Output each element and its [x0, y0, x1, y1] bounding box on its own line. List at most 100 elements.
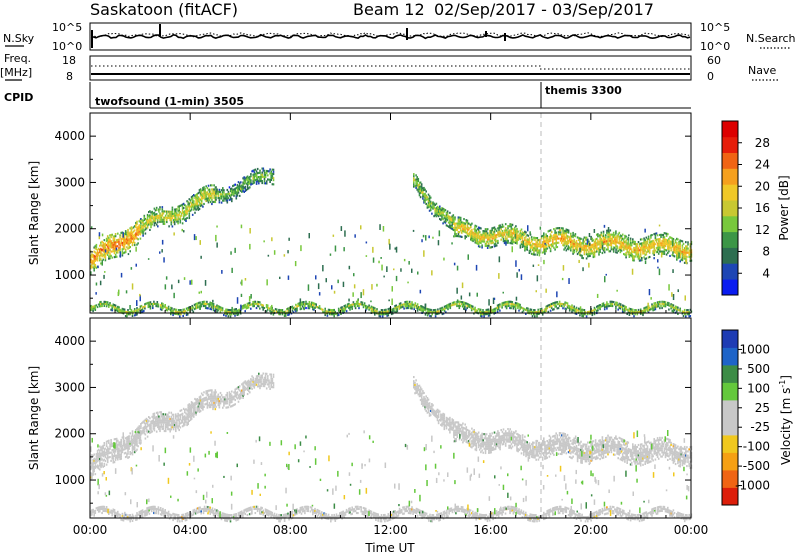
heatmap-cell — [502, 240, 505, 243]
heatmap-cell — [527, 238, 530, 241]
heatmap-cell — [552, 302, 554, 305]
heatmap-cell — [149, 301, 152, 304]
heatmap-cell — [602, 241, 605, 244]
heatmap-cell — [143, 430, 146, 433]
heatmap-cell — [250, 183, 252, 186]
heatmap-cell — [283, 314, 286, 317]
heatmap-cell — [534, 247, 536, 250]
heatmap-cell — [381, 309, 384, 312]
heatmap-cell — [654, 232, 657, 235]
heatmap-cell — [254, 302, 257, 305]
heatmap-cell — [477, 230, 480, 233]
heatmap-cell — [623, 244, 625, 247]
heatmap-cell — [603, 308, 606, 311]
heatmap-cell — [583, 253, 586, 256]
heatmap-cell — [158, 428, 160, 431]
heatmap-cell — [652, 250, 654, 253]
heatmap-cell — [637, 253, 640, 256]
heatmap-cell — [157, 413, 159, 416]
heatmap-cell — [609, 250, 612, 253]
heatmap-cell — [535, 247, 537, 250]
heatmap-cell — [544, 252, 546, 255]
heatmap-cell — [456, 302, 458, 305]
heatmap-cell — [330, 309, 332, 312]
heatmap-cell — [152, 307, 154, 310]
heatmap-cell — [283, 254, 286, 257]
heatmap-cell — [145, 430, 148, 433]
heatmap-cell — [169, 217, 171, 220]
heatmap-cell — [445, 305, 447, 308]
heatmap-cell — [572, 236, 574, 239]
heatmap-cell — [290, 306, 293, 309]
power-heatmap — [90, 167, 693, 318]
heatmap-cell — [210, 304, 213, 307]
heatmap-cell — [511, 242, 514, 245]
heatmap-cell — [386, 310, 388, 313]
heatmap-cell — [687, 313, 689, 316]
heatmap-cell — [113, 247, 116, 250]
heatmap-cell — [499, 305, 501, 308]
heatmap-cell — [200, 403, 203, 406]
heatmap-cell — [115, 456, 118, 459]
heatmap-cell — [463, 303, 465, 306]
heatmap-cell — [579, 254, 581, 257]
heatmap-cell — [606, 303, 608, 306]
heatmap-cell — [271, 237, 273, 242]
heatmap-cell — [663, 238, 666, 241]
heatmap-cell — [471, 237, 473, 240]
heatmap-cell — [196, 398, 198, 401]
heatmap-cell — [520, 234, 523, 237]
heatmap-cell — [217, 194, 220, 197]
heatmap-cell — [467, 235, 470, 238]
heatmap-cell — [591, 252, 594, 255]
heatmap-cell — [198, 408, 201, 411]
heatmap-cell — [156, 303, 159, 306]
heatmap-cell — [130, 240, 133, 243]
heatmap-cell — [155, 416, 158, 419]
heatmap-cell — [490, 246, 492, 249]
heatmap-cell — [589, 312, 591, 315]
heatmap-cell — [130, 311, 133, 314]
heatmap-cell — [170, 221, 173, 224]
heatmap-cell — [152, 419, 155, 422]
heatmap-cell — [327, 310, 330, 313]
heatmap-cell — [680, 239, 683, 242]
heatmap-cell — [310, 305, 313, 308]
heatmap-cell — [655, 238, 658, 241]
heatmap-cell — [687, 243, 689, 246]
heatmap-cell — [641, 238, 643, 241]
heatmap-cell — [238, 310, 241, 313]
heatmap-cell — [102, 254, 104, 257]
heatmap-cell — [124, 437, 127, 440]
heatmap-cell — [194, 410, 196, 413]
heatmap-cell — [260, 175, 262, 178]
heatmap-cell — [135, 221, 137, 224]
heatmap-cell — [618, 240, 621, 243]
heatmap-cell — [456, 300, 458, 303]
heatmap-cell — [631, 268, 634, 275]
heatmap-cell — [443, 307, 446, 310]
heatmap-cell — [135, 309, 137, 312]
heatmap-cell — [644, 245, 646, 248]
heatmap-cell — [151, 430, 153, 433]
heatmap-cell — [549, 235, 552, 238]
heatmap-cell — [633, 251, 635, 254]
heatmap-cell — [135, 313, 137, 316]
heatmap-cell — [190, 204, 193, 207]
heatmap-cell — [190, 206, 193, 209]
heatmap-cell — [246, 186, 249, 189]
heatmap-cell — [118, 449, 120, 452]
heatmap-cell — [234, 189, 236, 192]
heatmap-cell — [651, 240, 653, 243]
heatmap-cell — [152, 220, 155, 223]
heatmap-cell — [133, 444, 136, 447]
heatmap-cell — [191, 412, 194, 415]
heatmap-cell — [182, 407, 185, 410]
heatmap-cell — [504, 231, 507, 234]
heatmap-cell — [172, 424, 175, 427]
heatmap-cell — [546, 241, 548, 244]
heatmap-cell — [272, 172, 275, 175]
heatmap-cell — [119, 458, 121, 461]
heatmap-cell — [687, 241, 689, 244]
heatmap-cell — [615, 301, 617, 304]
